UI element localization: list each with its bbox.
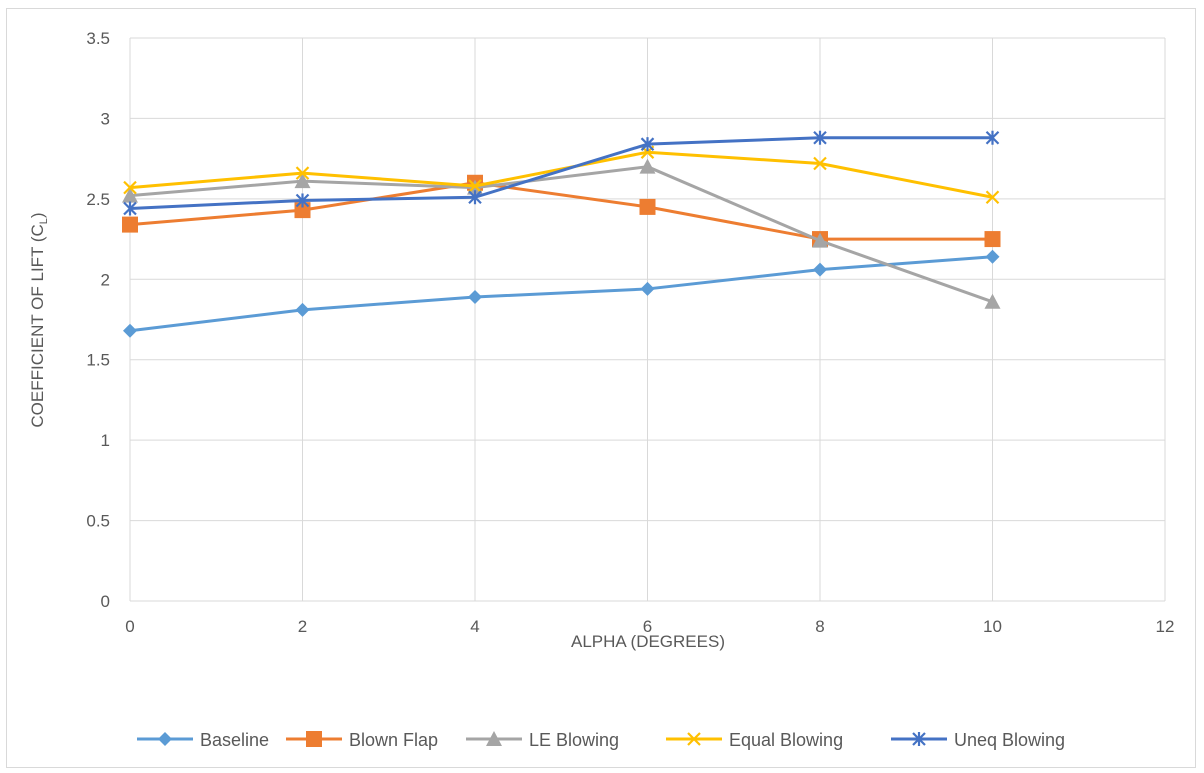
legend-label: LE Blowing (529, 730, 619, 750)
data-point-le-blowing (812, 232, 828, 248)
legend-label: Equal Blowing (729, 730, 843, 750)
legend-marker (306, 731, 322, 747)
data-point-le-blowing (294, 173, 311, 189)
legend-item-baseline: Baseline (137, 730, 269, 750)
data-point-baseline (295, 302, 310, 317)
data-point-blown-flap (984, 231, 1001, 248)
x-tick-label: 6 (643, 617, 652, 636)
y-tick-label: 0 (101, 592, 110, 611)
data-point-baseline (468, 289, 482, 304)
data-point-baseline (813, 262, 827, 277)
chart-frame (6, 8, 1196, 768)
series-group (122, 130, 1001, 338)
series-uneq-blowing (123, 130, 1000, 216)
y-tick-label: 1.5 (86, 351, 110, 370)
data-point-le-blowing (122, 187, 138, 203)
legend-item-le-blowing: LE Blowing (466, 730, 619, 750)
legend-item-equal-blowing: Equal Blowing (666, 730, 843, 750)
y-axis-title-main: COEFFICIENT OF LIFT (C (28, 224, 47, 427)
legend-marker (486, 731, 502, 746)
data-point-le-blowing (639, 158, 656, 174)
data-point-baseline (985, 249, 1000, 264)
x-tick-label: 12 (1156, 617, 1175, 636)
data-point-blown-flap (122, 216, 138, 233)
legend-item-blown-flap: Blown Flap (286, 730, 438, 750)
y-tick-label: 1 (101, 431, 110, 450)
series-line-equal-blowing (129, 150, 993, 199)
data-point-uneq-blowing (985, 130, 1000, 145)
x-tick-label: 8 (815, 617, 824, 636)
x-tick-label: 4 (470, 617, 479, 636)
series-line-baseline (129, 255, 993, 333)
series-baseline (123, 249, 1000, 338)
data-point-equal-blowing (295, 166, 310, 180)
y-tick-label: 3 (101, 109, 110, 128)
legend-label: Uneq Blowing (954, 730, 1065, 750)
data-point-uneq-blowing (640, 137, 655, 152)
data-point-equal-blowing (468, 179, 482, 193)
y-tick-label: 0.5 (86, 512, 110, 531)
series-equal-blowing (123, 145, 1000, 205)
y-tick-label: 2 (101, 270, 110, 289)
y-axis-title-suffix: ) (28, 212, 47, 218)
data-point-baseline (123, 323, 137, 338)
data-point-equal-blowing (813, 156, 827, 171)
legend-item-uneq-blowing: Uneq Blowing (891, 730, 1065, 750)
data-point-uneq-blowing (123, 201, 137, 216)
gridlines (129, 37, 1166, 602)
data-point-equal-blowing (985, 190, 1000, 205)
x-axis-ticks: 0 2 4 6 8 10 12 (125, 617, 1174, 636)
data-point-uneq-blowing (468, 190, 482, 205)
x-tick-label: 0 (125, 617, 134, 636)
legend: Baseline Blown Flap LE Blowing Equal Blowin… (137, 730, 1065, 750)
series-line-uneq-blowing (129, 136, 993, 211)
legend-label: Baseline (200, 730, 269, 750)
x-axis-title: ALPHA (DEGREES) (571, 632, 725, 651)
data-point-blown-flap (294, 202, 311, 219)
data-point-equal-blowing (123, 180, 137, 195)
y-axis-ticks: 0 0.5 1 1.5 2 2.5 3 3.5 (86, 29, 110, 611)
y-axis-title-subscript: L (38, 218, 50, 224)
legend-label: Blown Flap (349, 730, 438, 750)
x-tick-label: 2 (298, 617, 307, 636)
legend-marker (158, 732, 172, 746)
data-point-blown-flap (639, 198, 656, 215)
y-tick-label: 3.5 (86, 29, 110, 48)
x-tick-label: 10 (983, 617, 1002, 636)
legend-marker (912, 732, 926, 746)
y-tick-label: 2.5 (86, 190, 110, 209)
series-line-blown-flap (129, 181, 993, 241)
data-point-le-blowing (984, 293, 1001, 309)
legend-marker (687, 732, 701, 746)
y-axis-title: COEFFICIENT OF LIFT (CL) (28, 212, 50, 427)
data-point-baseline (640, 281, 655, 296)
data-point-uneq-blowing (295, 193, 310, 208)
series-le-blowing (122, 158, 1001, 309)
series-line-le-blowing (129, 165, 994, 304)
data-point-uneq-blowing (813, 130, 827, 145)
